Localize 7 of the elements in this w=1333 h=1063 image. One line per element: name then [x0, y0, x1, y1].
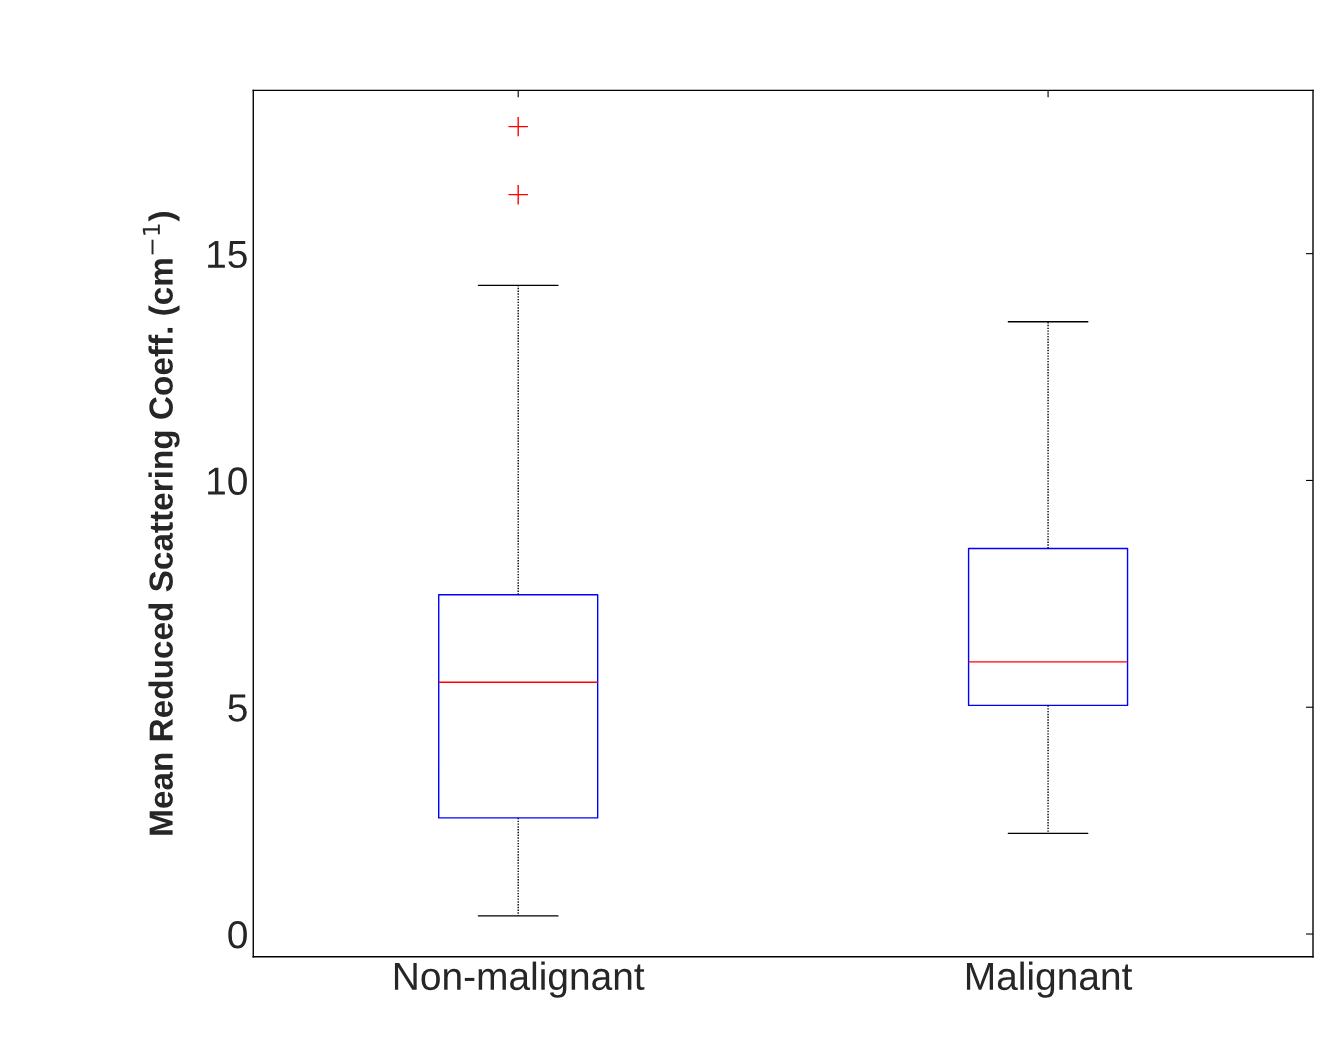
y-tick-label: 10 — [208, 467, 247, 495]
y-axis-title: Mean Reduced Scattering Coeff. (cm$^{−1}$) — [142, 212, 180, 835]
x-tick-label: Malignant — [966, 961, 1133, 998]
y-tick-label: 5 — [228, 694, 247, 722]
x-tick-label: Non-malignant — [394, 961, 645, 998]
y-tick-label: 0 — [228, 920, 247, 949]
y-tick-label: 15 — [208, 240, 247, 269]
